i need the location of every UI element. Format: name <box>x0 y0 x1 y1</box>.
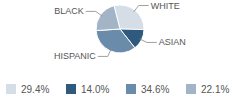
legend-label: 34.6% <box>141 84 169 95</box>
legend-label: 14.0% <box>81 84 109 95</box>
leader-line <box>98 49 111 56</box>
leader-line <box>86 11 102 16</box>
legend-label: 29.4% <box>21 84 49 95</box>
legend-swatch <box>186 84 196 94</box>
legend: 29.4% 14.0% 34.6% 22.1% <box>6 84 229 95</box>
pie: WHITE ASIAN HISPANIC BLACK <box>54 1 186 62</box>
legend-label: 22.1% <box>201 84 229 95</box>
legend-swatch <box>66 84 76 94</box>
pie-slice <box>96 29 135 53</box>
slice-label: WHITE <box>151 1 180 11</box>
leader-line <box>134 6 149 12</box>
legend-swatch <box>6 84 16 94</box>
slice-label: ASIAN <box>159 37 186 47</box>
leader-line <box>140 39 157 43</box>
pie-slice <box>96 6 120 31</box>
slice-label: HISPANIC <box>54 51 96 61</box>
chart: WHITE ASIAN HISPANIC BLACK 29.4% 14.0% 34.6% 22… <box>0 0 240 100</box>
legend-swatch <box>126 84 136 94</box>
slice-label: BLACK <box>54 6 84 16</box>
